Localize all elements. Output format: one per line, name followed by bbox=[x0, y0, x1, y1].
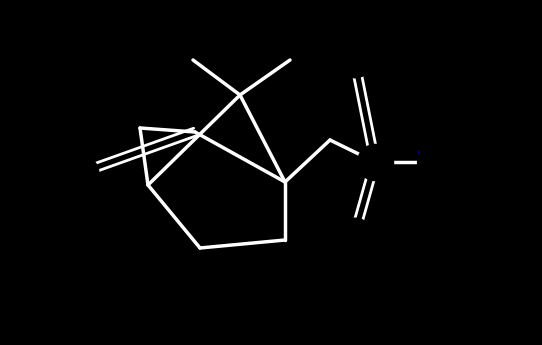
Text: O: O bbox=[344, 221, 366, 245]
Text: NH: NH bbox=[416, 150, 458, 174]
Text: O: O bbox=[73, 160, 94, 184]
Text: 2: 2 bbox=[449, 159, 461, 177]
Text: S: S bbox=[365, 149, 384, 175]
Text: O: O bbox=[344, 50, 366, 74]
